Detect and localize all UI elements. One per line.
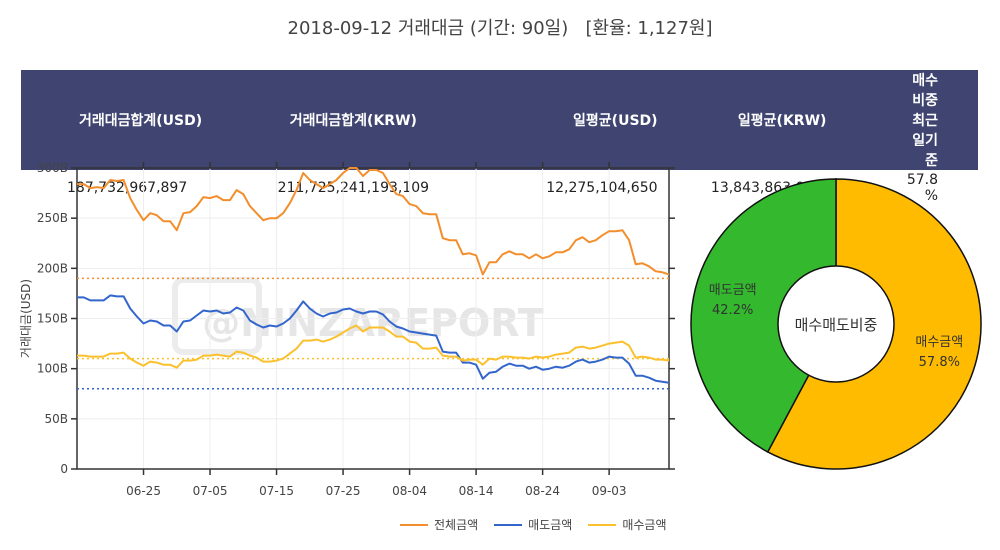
summary-bottom-rule [21,146,978,148]
x-tick-label: 07-25 [326,484,361,498]
pie-slice-value: 57.8% [919,355,960,370]
series-line-buy [77,324,670,369]
legend-swatch-sell [494,523,523,526]
value-daily-usd: 12,275,104,650 [546,180,658,196]
pie-slice-value: 42.2% [712,303,753,318]
header-total-krw: 거래대금합계(KRW) [289,113,417,129]
x-tick-label: 08-14 [459,484,494,498]
title-period: (기간: 90일) [469,18,569,39]
legend-item-sell[interactable]: 매도금액 [494,516,572,533]
chart-title: 2018-09-12 거래대금 (기간: 90일) [환율: 1,127원] [0,14,1000,40]
x-tick-label: 09-03 [592,484,627,498]
header-buy-ratio: 매수비중 최근일기준 [912,73,938,169]
pie-slice-label: 매도금액 [709,283,757,298]
x-tick-label: 07-05 [193,484,228,498]
legend-swatch-total [400,523,428,526]
y-tick-label: 50B [44,412,68,426]
plot-frame [76,167,670,470]
legend-swatch-buy [588,523,617,526]
series-line-sell [77,294,670,384]
legend-item-buy[interactable]: 매수금액 [588,516,667,533]
series-line-total [77,167,670,276]
pie-center-label: 매수매도비중 [795,316,878,334]
y-tick-label: 250B [37,211,68,225]
value-buy-ratio: 57.8 % [906,172,938,204]
watermark-icon [172,277,262,355]
x-tick-label: 06-25 [126,484,161,498]
line-chart: @NINZAREPORT050B100B150B200B250B300B06-2… [19,161,675,498]
pie-hole [777,265,895,383]
summary-header-row: 거래대금합계(USD) 거래대금합계(KRW) 일평균(USD) 일평균(KRW… [21,70,978,170]
x-tick-label: 08-04 [392,484,427,498]
header-daily-usd: 일평균(USD) [573,113,658,129]
y-tick-label: 100B [37,362,68,376]
y-axis-label: 거래대금(USD) [19,279,33,358]
legend: 전체금액 매도금액 매수금액 [400,516,667,533]
pie-slice-pie_sell [690,178,837,453]
x-tick-label: 08-24 [525,484,560,498]
summary-table: 거래대금합계(USD) 거래대금합계(KRW) 일평균(USD) 일평균(KRW… [21,70,978,206]
legend-item-total[interactable]: 전체금액 [400,516,478,533]
legend-label-total: 전체금액 [434,518,479,532]
header-total-usd: 거래대금합계(USD) [79,113,203,129]
y-tick-label: 150B [37,312,68,326]
legend-label-buy: 매수금액 [622,518,667,532]
x-tick-label: 07-15 [259,484,294,498]
y-tick-label: 300B [37,161,68,175]
title-rate: [환율: 1,127원] [585,18,713,39]
title-date: 2018-09-12 [287,18,393,39]
pie-slice-label: 매수금액 [915,335,963,350]
y-tick-label: 0 [60,462,68,476]
legend-label-sell: 매도금액 [528,518,573,532]
header-daily-krw: 일평균(KRW) [737,113,827,129]
title-name: 거래대금 [397,18,465,39]
pie-chart: 매수금액 57.8% 매도금액 42.2% 매수매도비중 [690,178,982,470]
y-tick-label: 200B [37,261,68,275]
